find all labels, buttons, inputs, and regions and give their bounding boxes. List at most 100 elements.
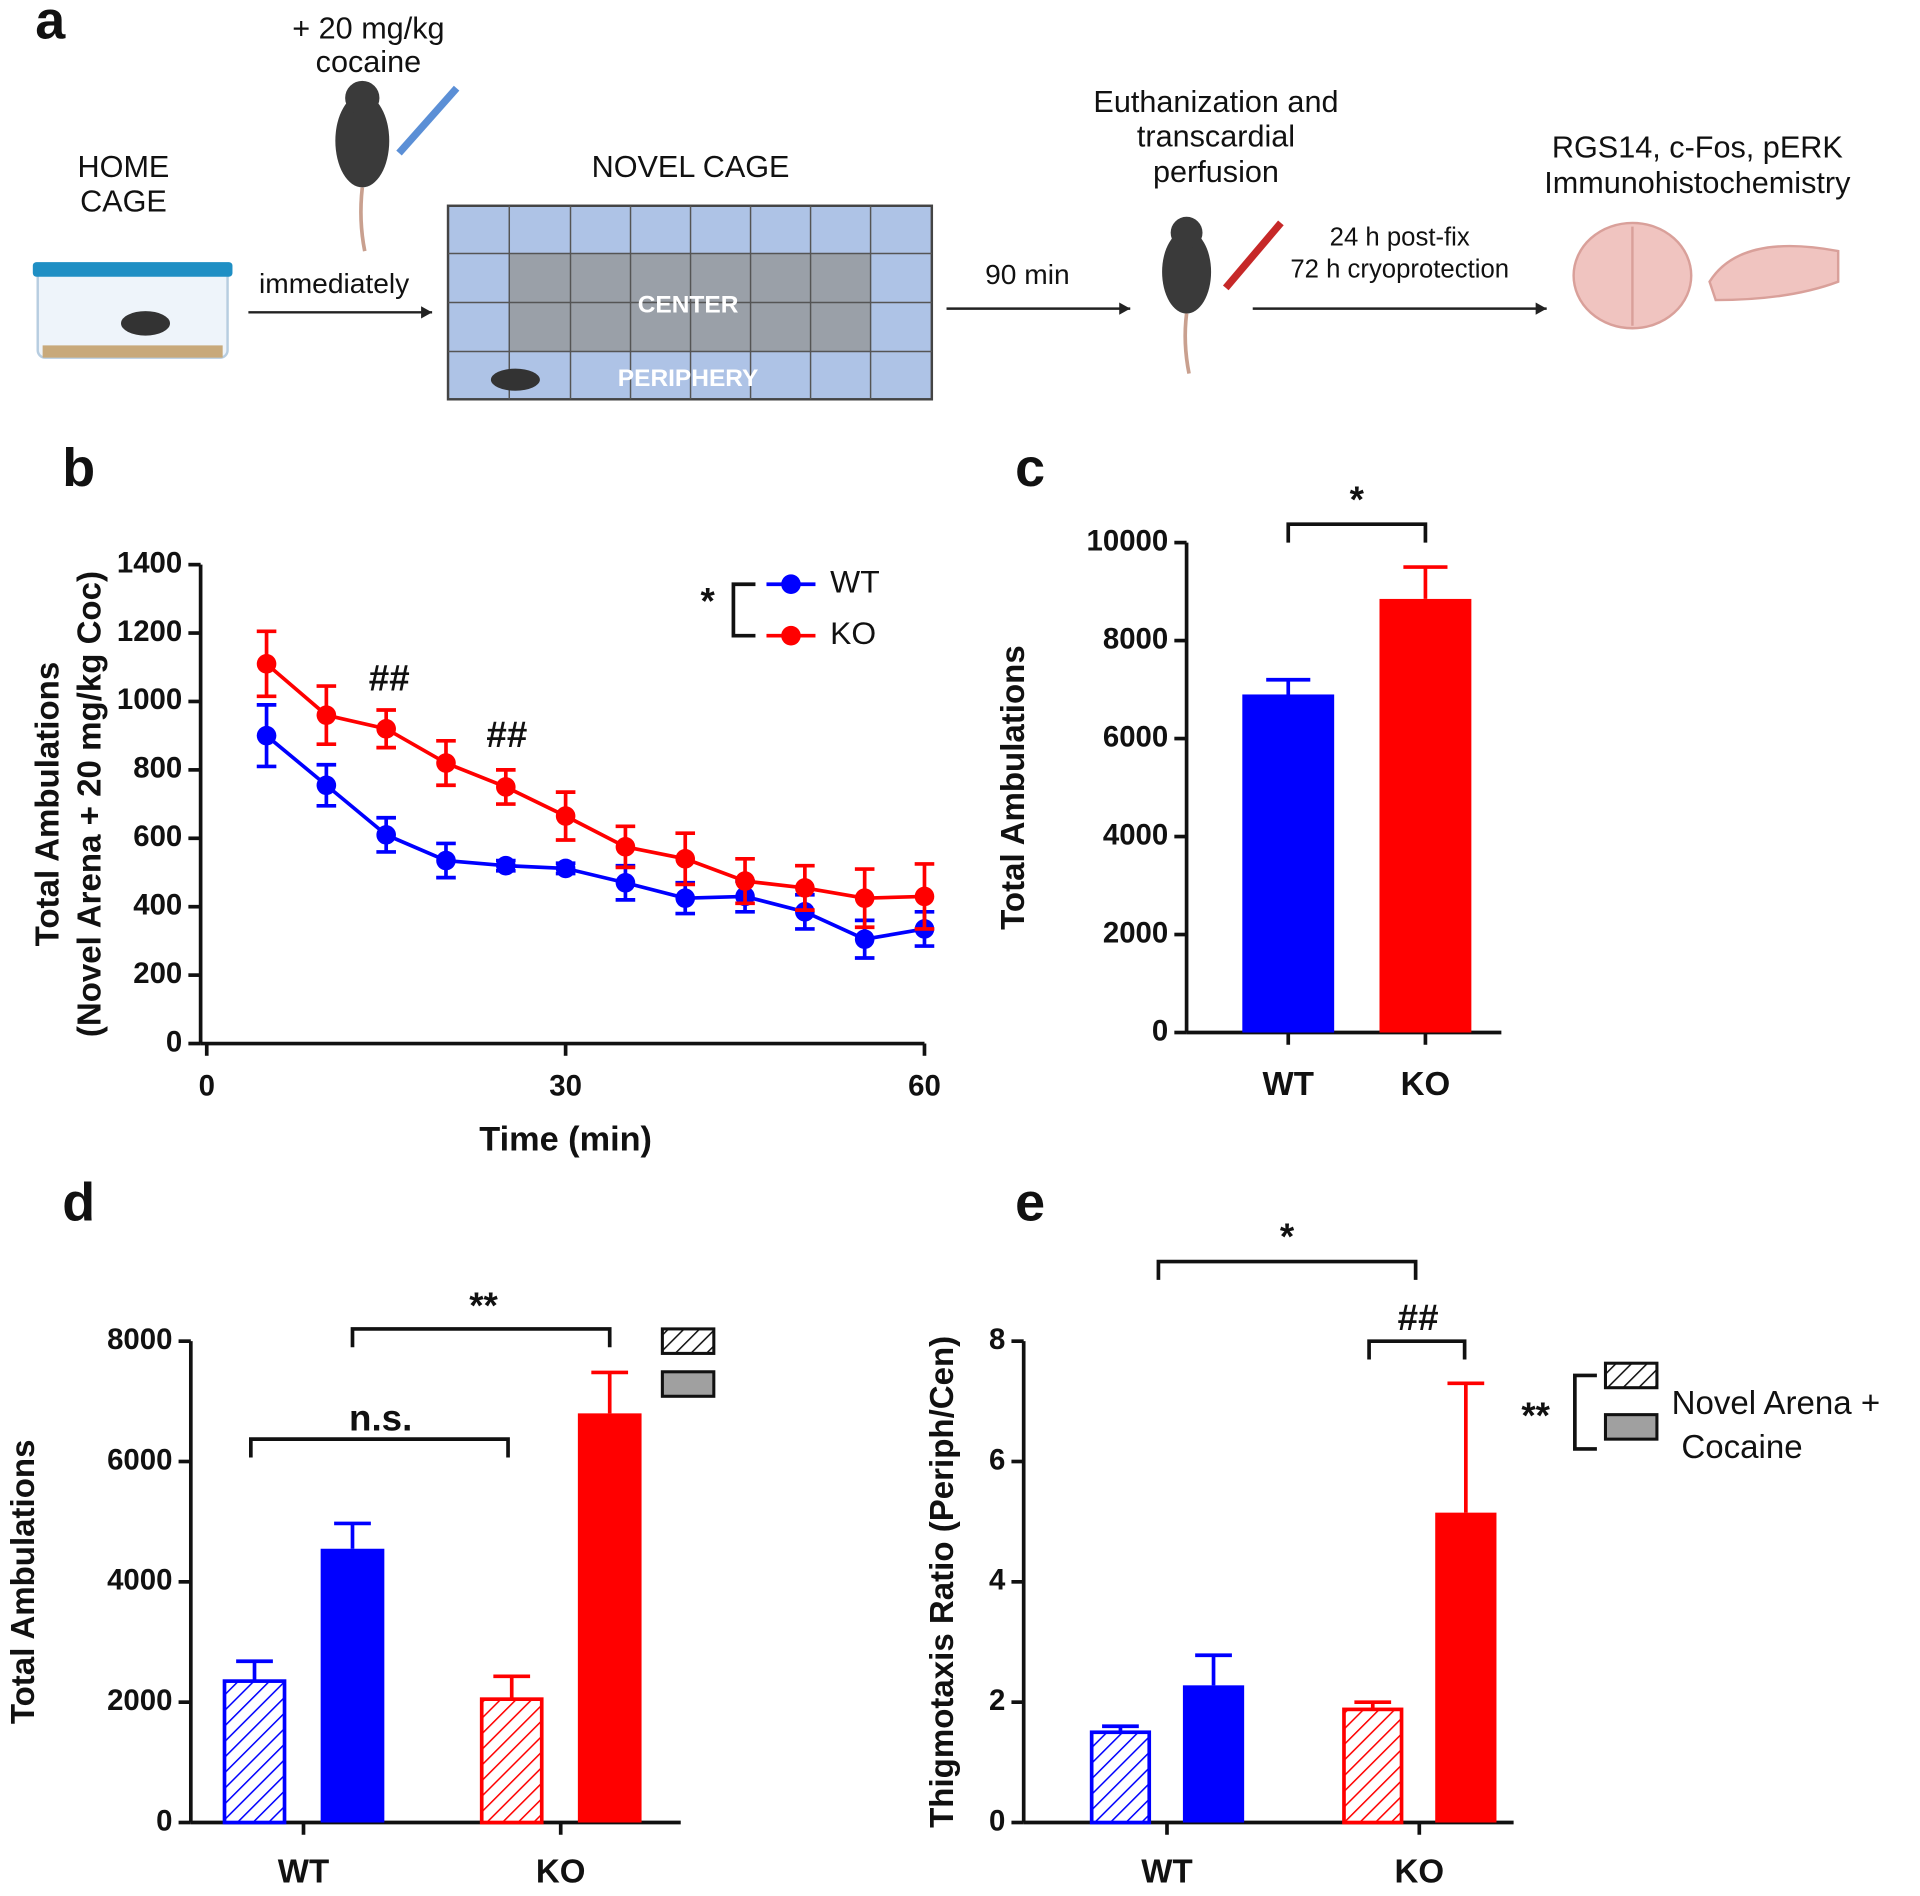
label: CENTER xyxy=(638,292,739,319)
error-bar xyxy=(1266,677,1311,695)
data-point xyxy=(854,888,875,908)
data-point xyxy=(496,777,516,797)
y-tick-label: 4000 xyxy=(107,1564,172,1597)
arrow-label: 90 min xyxy=(985,258,1070,290)
y-tick-label: 0 xyxy=(989,1804,1005,1837)
panel-label: d xyxy=(62,1173,95,1233)
mouse-tail xyxy=(1183,313,1191,374)
cage-grid xyxy=(448,205,932,400)
data-point xyxy=(615,837,636,857)
label: Euthanization and xyxy=(1093,85,1338,119)
y-tick-label: 8000 xyxy=(1103,622,1168,655)
series-line xyxy=(265,734,925,942)
arrowhead xyxy=(421,306,433,319)
significance-bracket xyxy=(249,1437,510,1458)
x-tick-label: KO xyxy=(1401,1066,1451,1103)
y-tick-label: 6000 xyxy=(107,1443,172,1476)
bar xyxy=(320,1548,385,1823)
bar xyxy=(1089,1730,1152,1825)
legend-swatch xyxy=(660,1370,716,1398)
bar xyxy=(1379,598,1472,1033)
bar xyxy=(1182,1685,1245,1823)
label: PERIPHERY xyxy=(618,365,759,392)
error-bar xyxy=(334,1521,371,1549)
error-bar xyxy=(1447,1381,1485,1513)
annotation: ## xyxy=(486,714,527,755)
annotation: * xyxy=(1280,1216,1295,1257)
y-axis-label: Total Ambulations xyxy=(30,662,67,947)
bar xyxy=(1342,1707,1404,1825)
arrow-label: immediately xyxy=(259,267,410,299)
x-tick-label: KO xyxy=(1395,1854,1445,1891)
error-bar xyxy=(1195,1653,1232,1686)
arrow-label: 72 h cryoprotection xyxy=(1290,255,1509,283)
mouse-icon xyxy=(121,311,170,336)
annotation: ## xyxy=(1398,1297,1439,1338)
y-tick-label: 6000 xyxy=(1103,720,1168,753)
significance-bracket xyxy=(350,1327,612,1348)
y-tick-label: 2000 xyxy=(1103,916,1168,949)
mouse-icon xyxy=(335,94,390,188)
error-bar xyxy=(591,1370,629,1414)
data-point xyxy=(615,872,636,893)
syringe xyxy=(396,85,460,156)
significance-bracket xyxy=(1156,1259,1418,1280)
significance-bracket xyxy=(1286,522,1428,543)
panel-label: c xyxy=(1015,438,1045,498)
syringe xyxy=(1222,220,1284,291)
data-point xyxy=(256,725,277,746)
data-point xyxy=(854,929,875,950)
y-axis-label: Thigmotaxis Ratio (Periph/Cen) xyxy=(924,1336,961,1828)
y-tick-label: 400 xyxy=(133,888,182,921)
legend-swatch xyxy=(1603,1413,1659,1441)
x-tick-label: 0 xyxy=(199,1069,215,1102)
x-axis-label: Time (min) xyxy=(479,1121,652,1159)
annotation: ** xyxy=(1521,1395,1550,1436)
label: CAGE xyxy=(80,184,167,218)
label: + 20 mg/kg xyxy=(292,12,444,46)
significance-bracket xyxy=(1367,1339,1467,1360)
error-bar xyxy=(1403,565,1448,599)
panel-label: e xyxy=(1015,1173,1045,1233)
y-tick-label: 200 xyxy=(133,957,182,990)
y-tick-label: 2 xyxy=(989,1684,1005,1717)
bar xyxy=(1242,694,1335,1033)
data-point xyxy=(914,886,935,907)
x-tick-label: 30 xyxy=(549,1069,582,1102)
data-point xyxy=(675,849,696,869)
legend-label: KO xyxy=(830,615,876,651)
y-tick-label: 6 xyxy=(989,1443,1005,1476)
data-point xyxy=(496,855,516,876)
mouse-icon xyxy=(490,368,540,391)
legend-swatch xyxy=(660,1327,716,1355)
legend-label: WT xyxy=(830,564,879,600)
data-point xyxy=(555,806,576,826)
data-point xyxy=(256,654,277,674)
x-tick-label: KO xyxy=(536,1854,586,1891)
data-point xyxy=(555,858,576,879)
y-tick-label: 0 xyxy=(166,1025,182,1058)
y-tick-label: 8000 xyxy=(107,1323,172,1356)
legend-marker xyxy=(781,574,801,595)
y-tick-label: 2000 xyxy=(107,1684,172,1717)
data-point xyxy=(735,871,755,891)
label: HOME xyxy=(78,150,170,184)
bar xyxy=(1435,1512,1497,1823)
panel-label: a xyxy=(35,0,66,51)
x-tick-label: WT xyxy=(1141,1854,1192,1891)
y-tick-label: 800 xyxy=(133,752,182,785)
annotation: * xyxy=(1350,479,1365,520)
bar xyxy=(577,1413,642,1823)
mouse-icon xyxy=(345,80,380,116)
label: NOVEL CAGE xyxy=(592,150,790,184)
y-axis-label: Total Ambulations xyxy=(5,1440,42,1725)
y-tick-label: 600 xyxy=(133,820,182,853)
y-tick-label: 1000 xyxy=(117,683,182,716)
y-axis-label: Total Ambulations xyxy=(995,645,1032,930)
arrowhead xyxy=(1119,302,1131,315)
legend-swatch xyxy=(1603,1361,1659,1390)
cage-lid xyxy=(32,262,233,277)
